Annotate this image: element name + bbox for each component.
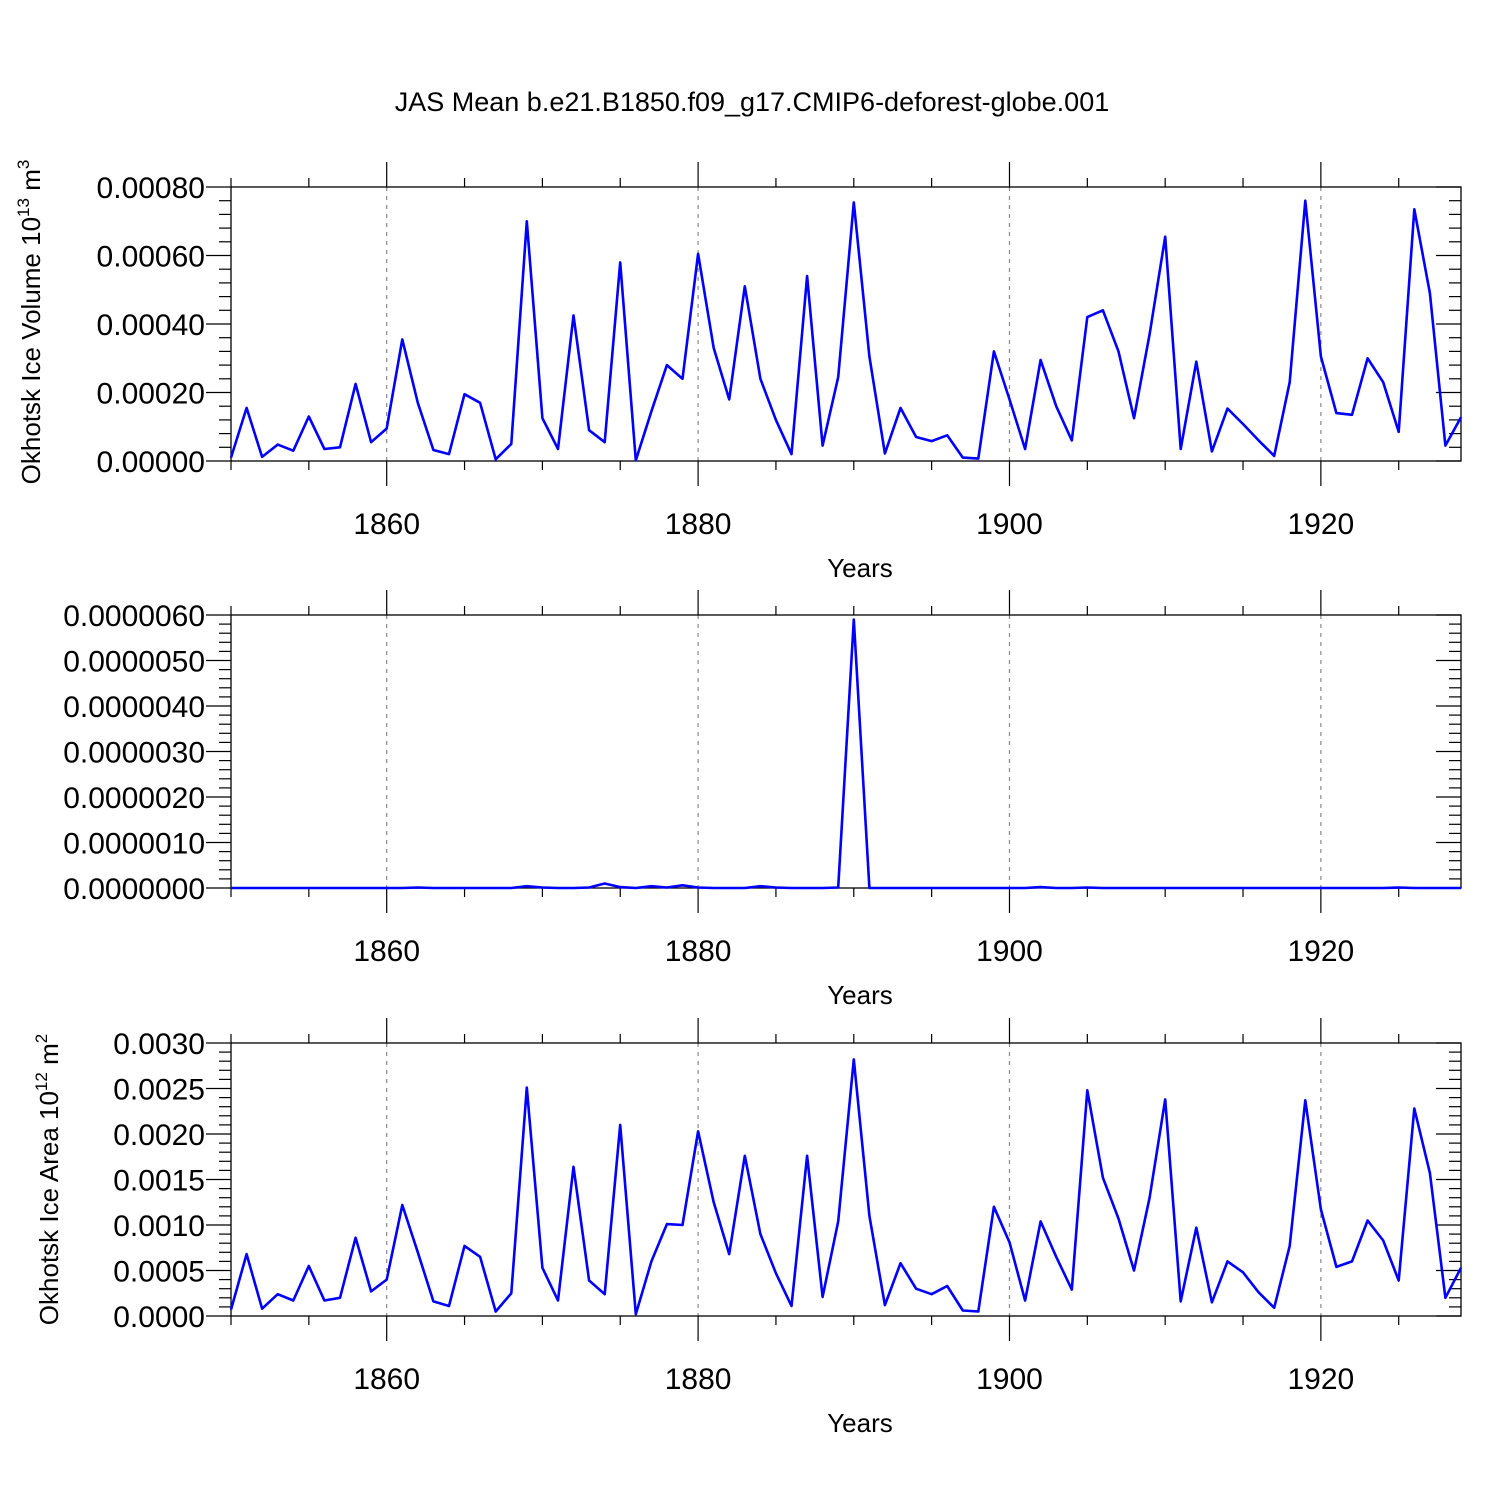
y-axis-label-superscript: 13	[14, 198, 33, 217]
y-tick-label: 0.00020	[97, 378, 205, 411]
y-tick-label: 0.0005	[113, 1256, 205, 1289]
x-tick-label: 1920	[1287, 1363, 1354, 1396]
panel-2: 1860 1880 1900 1920 0.0000000 0.0000010 0.0000…	[63, 590, 1462, 1010]
x-tick-label: 1860	[353, 1363, 420, 1396]
y-tick-label: 0.0000030	[63, 737, 205, 770]
y-tick-label: 0.00080	[97, 172, 205, 205]
x-axis-label: Years	[827, 1408, 893, 1438]
y-tick-label: 0.0000020	[63, 782, 205, 815]
x-tick-label: 1920	[1287, 935, 1354, 968]
y-tick-label: 0.0000040	[63, 691, 205, 724]
panel-1: 1860 1880 1900 1920 0.00000 0.00020 0.00040 0.0…	[14, 160, 1463, 583]
x-tick-label: 1900	[976, 508, 1043, 541]
y-axis-label: Okhotsk Ice Volume 1013 m3	[14, 160, 46, 485]
series-line-1	[229, 1058, 1463, 1316]
x-tick-label: 1900	[976, 935, 1043, 968]
y-axis-label-text: Okhotsk Ice Volume 10	[16, 217, 46, 484]
y-tick-label: 0.0015	[113, 1165, 205, 1198]
series-line-1	[229, 199, 1463, 462]
y-axis-label-text: m	[16, 169, 46, 198]
y-tick-label: 0.0000050	[63, 646, 205, 679]
x-tick-label: 1880	[665, 935, 732, 968]
panels: 1860 1880 1900 1920 0.00000 0.00020 0.00040 0.0…	[14, 160, 1463, 1438]
series-line-1	[231, 618, 1461, 890]
y-axis-label: Okhotsk Ice Area 1012 m2	[32, 1034, 64, 1325]
y-axis-label-text: m	[34, 1043, 64, 1072]
y-tick-label: 0.0000060	[63, 600, 205, 633]
y-tick-label: 0.00000	[97, 446, 205, 479]
y-tick-label: 0.0000000	[63, 873, 205, 906]
y-tick-label: 0.0025	[113, 1074, 205, 1107]
y-tick-label: 0.00060	[97, 241, 205, 274]
x-axis-label: Years	[827, 553, 893, 583]
x-tick-label: 1920	[1287, 508, 1354, 541]
figure-title: JAS Mean b.e21.B1850.f09_g17.CMIP6-defor…	[395, 87, 1109, 117]
y-axis-label-text: Okhotsk Ice Area 10	[34, 1091, 64, 1325]
y-tick-label: 0.0000	[113, 1301, 205, 1334]
x-tick-label: 1880	[665, 1363, 732, 1396]
y-tick-label: 0.0000010	[63, 828, 205, 861]
plot-frame	[230, 1042, 1462, 1317]
x-tick-label: 1860	[353, 508, 420, 541]
y-axis-label-superscript: 3	[14, 160, 33, 169]
y-axis-label-superscript: 12	[32, 1072, 51, 1091]
y-tick-label: 0.0030	[113, 1028, 205, 1061]
panel-3: 1860 1880 1900 1920 0.0000 0.0005 0.0010 0.0015…	[32, 1018, 1463, 1438]
y-axis-label-superscript: 2	[32, 1034, 51, 1043]
x-tick-label: 1860	[353, 935, 420, 968]
plot-frame	[230, 186, 1462, 462]
y-tick-label: 0.00040	[97, 309, 205, 342]
x-axis-label: Years	[827, 980, 893, 1010]
x-tick-label: 1880	[665, 508, 732, 541]
y-tick-label: 0.0010	[113, 1210, 205, 1243]
x-tick-label: 1900	[976, 1363, 1043, 1396]
y-tick-label: 0.0020	[113, 1119, 205, 1152]
